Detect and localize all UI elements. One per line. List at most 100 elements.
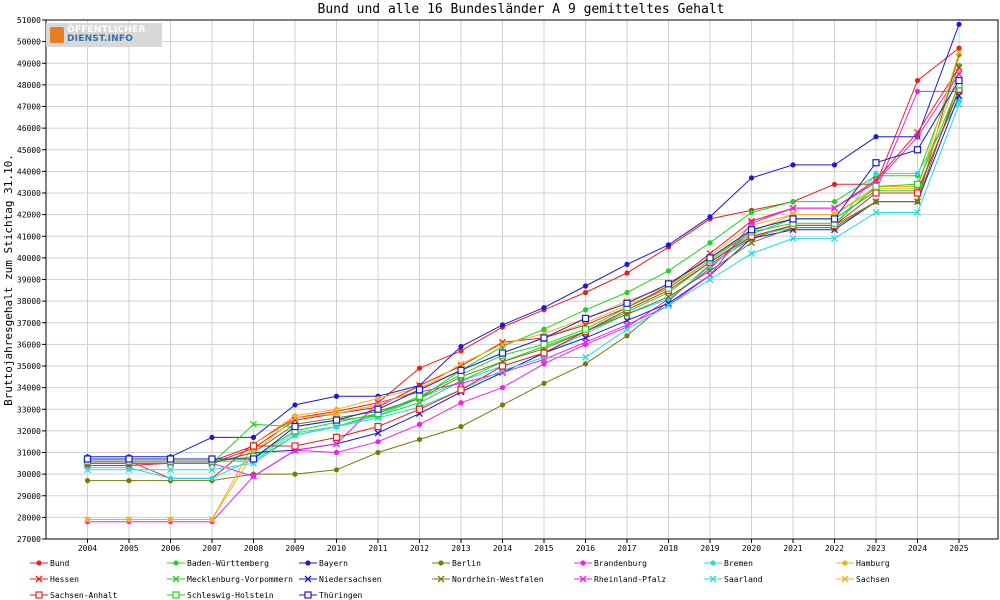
y-tick-label: 49000	[17, 59, 41, 68]
data-point	[499, 322, 506, 328]
data-point	[208, 466, 216, 474]
y-tick-label: 30000	[17, 470, 41, 479]
series-rheinland-pfalz	[84, 70, 963, 480]
data-point	[790, 199, 796, 205]
data-point	[125, 466, 133, 474]
data-point	[458, 400, 464, 406]
data-point	[208, 455, 216, 463]
data-point	[582, 283, 589, 289]
data-point	[955, 76, 963, 85]
y-tick-label: 27000	[17, 535, 41, 544]
data-point	[831, 199, 838, 205]
data-point	[955, 64, 963, 72]
data-point	[499, 340, 506, 348]
data-point	[84, 466, 91, 474]
series-lines	[83, 21, 963, 525]
data-point	[842, 560, 848, 566]
data-point	[707, 214, 713, 220]
x-tick-label: 2011	[368, 544, 387, 553]
data-point	[374, 422, 382, 431]
data-point	[35, 591, 43, 599]
data-point	[914, 170, 921, 177]
data-point	[872, 198, 880, 206]
y-tick-label: 41000	[17, 232, 41, 241]
y-tick-label: 38000	[17, 297, 41, 306]
data-point	[748, 217, 755, 225]
data-point	[498, 349, 507, 357]
data-point	[305, 560, 311, 566]
series-th-ringen	[83, 76, 963, 463]
logo-line-2: DIENST.INFO	[67, 34, 134, 44]
legend-item: Hessen	[30, 575, 79, 584]
data-point	[84, 516, 91, 523]
legend-label: Nordrhein-Westfalen	[452, 575, 544, 584]
legend-label: Sachsen-Anhalt	[50, 591, 118, 600]
data-point	[790, 162, 796, 168]
data-point	[872, 189, 880, 197]
data-point	[955, 48, 963, 56]
series-line	[87, 73, 960, 477]
data-point	[209, 434, 215, 440]
data-point	[706, 276, 714, 283]
legend-item: Hamburg	[836, 559, 890, 568]
data-point	[540, 349, 548, 357]
series-line	[87, 65, 960, 462]
series-sachsen	[84, 48, 963, 523]
series-bremen	[84, 97, 962, 482]
data-point	[304, 575, 312, 583]
x-tick-label: 2010	[327, 544, 346, 553]
data-point	[498, 362, 507, 370]
data-point	[125, 455, 133, 463]
data-point	[125, 516, 133, 523]
y-tick-label: 37000	[17, 319, 41, 328]
data-point	[706, 254, 714, 262]
data-point	[664, 280, 673, 288]
data-point	[333, 467, 340, 473]
legend-item: Nordrhein-Westfalen	[432, 575, 544, 584]
y-tick-label: 51000	[17, 16, 41, 25]
data-point	[709, 575, 717, 583]
y-axis-ticks: 27000 28000 29000 30000 31000 32000 33000 34000…	[17, 16, 46, 544]
data-point	[333, 410, 340, 418]
data-point	[499, 385, 506, 391]
legend-label: Hamburg	[856, 559, 890, 568]
data-point	[789, 215, 797, 223]
data-point	[623, 299, 631, 307]
series-line	[87, 47, 960, 479]
data-point	[748, 209, 755, 216]
legend-label: Saarland	[724, 575, 763, 584]
y-tick-label: 42000	[17, 211, 41, 220]
data-point	[250, 434, 257, 440]
data-point	[333, 393, 340, 399]
y-axis-label: Bruttojahresgehalt zum Stichtag 31.10.	[2, 154, 15, 406]
series-line	[87, 52, 960, 520]
data-point	[581, 314, 590, 323]
data-point	[458, 423, 464, 430]
legend-label: Bremen	[724, 559, 753, 568]
data-point	[873, 170, 879, 177]
legend-item: Berlin	[432, 559, 481, 568]
data-point	[172, 591, 180, 599]
y-tick-label: 48000	[17, 81, 41, 90]
data-point	[250, 472, 257, 480]
x-tick-label: 2019	[700, 544, 719, 553]
data-point	[458, 348, 464, 354]
data-point	[209, 475, 215, 482]
series-berlin	[84, 52, 962, 484]
data-point	[173, 560, 179, 566]
site-logo: ÖFFENTLICHER DIENST.INFO	[46, 23, 162, 47]
data-point	[841, 575, 849, 583]
data-point	[789, 234, 797, 242]
data-point	[333, 449, 340, 456]
data-point	[375, 395, 381, 402]
data-point	[167, 475, 174, 482]
x-tick-label: 2012	[410, 544, 429, 553]
data-point	[872, 182, 880, 191]
data-point	[872, 209, 880, 216]
data-point	[416, 365, 423, 371]
data-point	[831, 204, 838, 212]
y-tick-label: 47000	[17, 103, 41, 112]
y-tick-label: 50000	[17, 38, 41, 47]
series-saarland	[84, 100, 963, 474]
data-point	[665, 301, 672, 309]
